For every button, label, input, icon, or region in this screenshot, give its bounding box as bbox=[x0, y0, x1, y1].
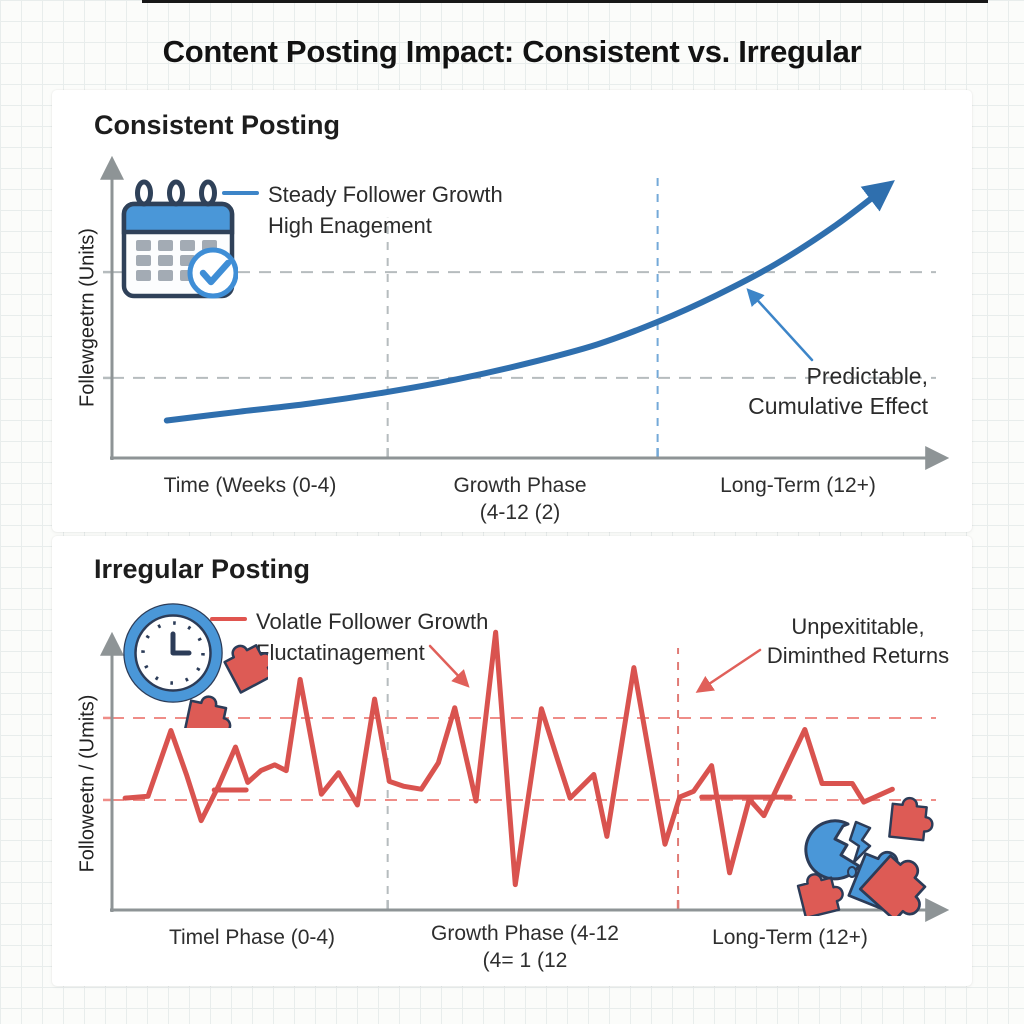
top-edge-line bbox=[142, 0, 988, 3]
puzzle-piece-icon bbox=[888, 795, 937, 843]
check-mark bbox=[199, 259, 232, 286]
irregular-x-label-longterm: Long-Term (12+) bbox=[670, 924, 910, 951]
clock-icon bbox=[123, 603, 268, 728]
consistent-annotation-arrow bbox=[746, 288, 814, 362]
calendar-check-icon bbox=[121, 179, 238, 299]
consistent-chart-title: Consistent Posting bbox=[94, 110, 341, 140]
x-label-text: (4-12 (2) bbox=[479, 501, 561, 524]
irregular-x-label-early: Timel Phase (0-4) bbox=[132, 924, 372, 951]
irregular-x-label-growth: Growth Phase (4-12 (4= 1 (12 bbox=[390, 920, 660, 974]
consistent-annotation: Predictable, Cumulative Effect bbox=[620, 361, 928, 421]
annotation-line2: Diminthed Returns bbox=[766, 643, 950, 668]
irregular-y-axis-label: Followeetn / (Umits) bbox=[76, 694, 99, 873]
consistent-x-label-early: Time (Weeks (0-4) bbox=[130, 472, 370, 499]
consistent-x-label-longterm: Long-Term (12+) bbox=[678, 472, 918, 499]
consistent-legend-line2: High Enagement bbox=[268, 213, 432, 238]
x-label-text: Time (Weeks (0-4) bbox=[163, 474, 337, 497]
clock-hands bbox=[170, 631, 192, 656]
irregular-annotation: Unpexititable, Diminthed Returns bbox=[702, 612, 1014, 670]
annotation-line1: Predictable, bbox=[806, 363, 928, 389]
x-label-text: Timel Phase (0-4) bbox=[168, 926, 336, 949]
irregular-legend-line1: Volatle Follower Growth bbox=[256, 609, 489, 634]
consistent-series-line bbox=[163, 180, 895, 424]
page-title: Content Posting Impact: Consistent vs. I… bbox=[162, 34, 862, 69]
clock-ticks bbox=[141, 621, 205, 685]
irregular-legend-arrow bbox=[428, 644, 470, 688]
irregular-chart-title: Irregular Posting bbox=[94, 554, 311, 584]
circle-shard-icon bbox=[848, 820, 872, 864]
x-label-text: (4= 1 (12 bbox=[482, 949, 568, 972]
irregular-annotation-arrow bbox=[695, 648, 762, 693]
x-label-text: Long-Term (12+) bbox=[720, 474, 876, 497]
broken-puzzle-cluster-icon bbox=[794, 795, 941, 916]
puzzle-piece-icon bbox=[219, 633, 268, 694]
irregular-legend-swatch bbox=[210, 617, 247, 621]
x-label-text: Long-Term (12+) bbox=[712, 926, 868, 949]
broken-circle-icon bbox=[804, 819, 861, 881]
irregular-legend: Volatle Follower Growth Fluctatinagement bbox=[256, 606, 488, 668]
consistent-x-label-growth: Growth Phase (4-12 (2) bbox=[400, 472, 640, 526]
consistent-y-axis-label: Follewgeetrn (Units) bbox=[76, 228, 99, 407]
annotation-line1: Unpexititable, bbox=[791, 614, 925, 639]
consistent-legend-line1: Steady Follower Growth bbox=[268, 182, 503, 207]
x-label-text: Growth Phase (4-12 bbox=[431, 922, 619, 945]
x-label-text: Growth Phase bbox=[453, 474, 587, 497]
annotation-line2: Cumulative Effect bbox=[748, 393, 928, 419]
consistent-legend-swatch bbox=[222, 191, 259, 195]
irregular-legend-line2: Fluctatinagement bbox=[256, 640, 425, 665]
consistent-legend: Steady Follower Growth High Enagement bbox=[268, 179, 503, 241]
irregular-series-line bbox=[122, 629, 895, 888]
